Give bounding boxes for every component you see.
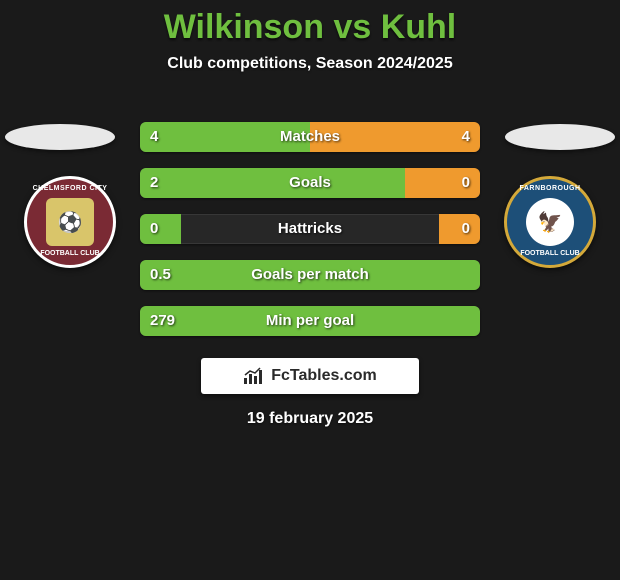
brand-text: FcTables.com [271,367,377,385]
title-right: Kuhl [381,8,457,46]
stat-label: Goals per match [140,260,480,290]
title-vs: vs [333,8,371,46]
badge-top-text-right: FARNBOROUGH [507,185,593,192]
stat-label: Hattricks [140,214,480,244]
stat-row: 0.5Goals per match [140,260,480,290]
badge-top-text-left: CHELMSFORD CITY [27,185,113,192]
stat-row: 0Hattricks0 [140,214,480,244]
stat-value-right: 4 [462,122,470,152]
stats-container: 4Matches42Goals00Hattricks00.5Goals per … [140,122,480,352]
badge-bottom-text-left: FOOTBALL CLUB [27,250,113,257]
subtitle: Club competitions, Season 2024/2025 [0,55,620,73]
stat-label: Matches [140,122,480,152]
title-left: Wilkinson [164,8,324,46]
stat-row: 279Min per goal [140,306,480,336]
player-silhouette-right [505,124,615,150]
club-badge-right: FARNBOROUGH 🦅 FOOTBALL CLUB [504,176,596,268]
stat-label: Goals [140,168,480,198]
stat-value-right: 0 [462,168,470,198]
club-badge-left: CHELMSFORD CITY ⚽ FOOTBALL CLUB [24,176,116,268]
stat-value-right: 0 [462,214,470,244]
stat-row: 2Goals0 [140,168,480,198]
brand-chart-icon [243,367,265,385]
stat-row: 4Matches4 [140,122,480,152]
badge-bottom-text-right: FOOTBALL CLUB [507,250,593,257]
page-title: Wilkinson vs Kuhl [0,0,620,47]
comparison-date: 19 february 2025 [0,410,620,428]
stat-label: Min per goal [140,306,480,336]
player-silhouette-left [5,124,115,150]
brand-box[interactable]: FcTables.com [201,358,419,394]
